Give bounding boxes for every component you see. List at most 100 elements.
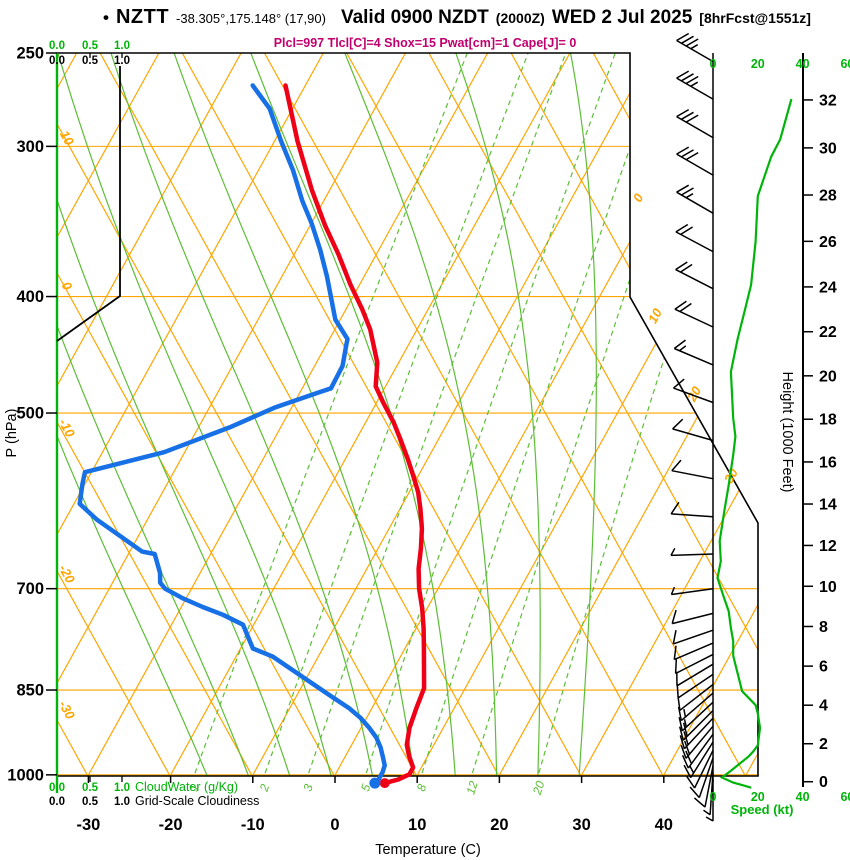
mixing-ratio-line (535, 53, 758, 776)
isotherm-line (169, 53, 571, 776)
isotherm-label-left: 10 (57, 128, 78, 149)
adiabat-lattice-line (57, 53, 335, 776)
mixing-ratio-line (305, 53, 569, 776)
cloudiness-scale-top: 0.5 (82, 55, 99, 67)
wind-barb (673, 642, 714, 661)
temperature-trace (283, 83, 427, 786)
mixing-ratio-label: 3 (300, 782, 315, 793)
temperature-tick-label: 40 (655, 816, 673, 834)
moist-adiabat-line (569, 53, 597, 776)
forecast-tag: [8hrFcst@1551z] (699, 10, 811, 26)
cloudwater-scale-bottom: 1.0 (114, 782, 130, 794)
height-tick-label: 20 (819, 368, 837, 385)
cloudwater-legend-label: CloudWater (g/Kg) (135, 780, 238, 794)
wind-barb (678, 701, 714, 732)
mixing-ratio-label: 5 (358, 782, 373, 793)
mixing-ratio-label: 1 (186, 782, 201, 793)
temperature-tick-label: -30 (76, 816, 100, 834)
zulu-time: (2000Z) (495, 10, 545, 26)
height-tick-label: 14 (819, 497, 837, 514)
cloudwater-scale-top: 0.0 (49, 40, 65, 52)
wind-barb (671, 459, 714, 480)
isotherm-label-right: 20 (683, 383, 704, 404)
wind-speed-profile (716, 98, 793, 789)
cloudiness-scale-top: 1.0 (114, 55, 130, 67)
cloudwater-scale-bottom: 0.0 (49, 782, 65, 794)
wind-barb (676, 32, 714, 63)
cloudiness-legend-label: Grid-Scale Cloudiness (135, 794, 259, 808)
mixing-ratio-line (191, 53, 471, 776)
title-bullet-icon: • (103, 8, 109, 27)
moist-adiabat-line (57, 53, 251, 776)
isotherm-line (57, 53, 407, 776)
adiabat-lattice-line (57, 53, 418, 776)
wind-barb (678, 709, 714, 741)
speed-scale-top-label: 0 (710, 57, 717, 71)
height-tick-label: 26 (819, 234, 837, 251)
speed-scale-bottom-label: 20 (751, 790, 765, 804)
wind-barb (677, 692, 714, 722)
cloudwater-scale-top: 1.0 (114, 40, 130, 52)
isotherm-line (251, 53, 653, 776)
cloudiness-scale-bottom: 0.0 (49, 796, 65, 808)
moist-adiabat-line (57, 53, 210, 776)
isotherm-line (580, 53, 758, 776)
wind-barb (705, 779, 714, 822)
wind-barb (671, 609, 714, 625)
sounding-parameters: Plcl=997 Tlcl[C]=4 Shox=15 Pwat[cm]=1 Ca… (273, 36, 577, 50)
temperature-tick-label: 20 (490, 816, 508, 834)
wind-barb (670, 547, 714, 557)
temperature-tick-label: -10 (241, 816, 265, 834)
isotherm-label-left: -20 (56, 562, 79, 586)
surface-dewpoint-dot (369, 777, 381, 789)
cloudiness-profile-line (56, 66, 121, 342)
adiabat-lattice-line (592, 53, 758, 776)
height-tick-label: 2 (819, 736, 828, 753)
moist-adiabat-line (454, 53, 541, 776)
height-tick-label: 24 (819, 279, 837, 296)
pressure-tick-label: 250 (16, 45, 44, 63)
wind-barb (676, 70, 714, 100)
height-tick-label: 10 (819, 579, 837, 596)
height-tick-label: 8 (819, 619, 828, 636)
temperature-axis-label: Temperature (C) (375, 842, 481, 858)
station-coordinates: -38.305°,175.148° (17,90) (176, 11, 326, 26)
wind-barb (673, 339, 714, 366)
wind-barb (672, 629, 714, 645)
isotherm-line (57, 53, 324, 776)
height-tick-label: 12 (819, 538, 837, 555)
cloudiness-scale-top: 0.0 (49, 55, 65, 67)
wind-barb (670, 586, 714, 596)
wind-barb (672, 418, 714, 442)
mixing-ratio-label: 20 (530, 779, 548, 797)
wind-barb (673, 378, 714, 404)
isotherm-line (498, 53, 758, 776)
isotherm-label-left: -30 (56, 698, 79, 722)
height-tick-label: 0 (819, 774, 828, 791)
station-id: NZTT (115, 6, 170, 28)
speed-profile-line (716, 98, 793, 789)
adiabat-lattice-line (57, 53, 253, 776)
adiabat-lattice-line (57, 53, 171, 776)
wind-barb (675, 261, 714, 290)
height-tick-label: 6 (819, 659, 828, 676)
moist-adiabat-line (57, 53, 292, 776)
height-axis-label: Height (1000 Feet) (779, 372, 795, 493)
mixing-ratio-line (261, 53, 531, 776)
isotherm-label-right: 0 (630, 190, 647, 204)
speed-scale-bottom-label: 40 (796, 790, 810, 804)
height-tick-label: 28 (819, 188, 837, 205)
cloud-profiles (55, 53, 121, 793)
mixing-ratio-label: 2 (256, 782, 272, 794)
mixing-ratio-line (362, 53, 618, 776)
mixing-ratio-label: 8 (414, 782, 429, 793)
wind-barb (676, 673, 714, 699)
pressure-tick-label: 700 (16, 580, 44, 598)
isotherm-line (416, 53, 758, 776)
pressure-tick-label: 1000 (7, 766, 44, 784)
wind-barb (686, 749, 714, 789)
adiabat-lattice-line (181, 53, 582, 776)
mixing-ratio-line (418, 53, 666, 776)
